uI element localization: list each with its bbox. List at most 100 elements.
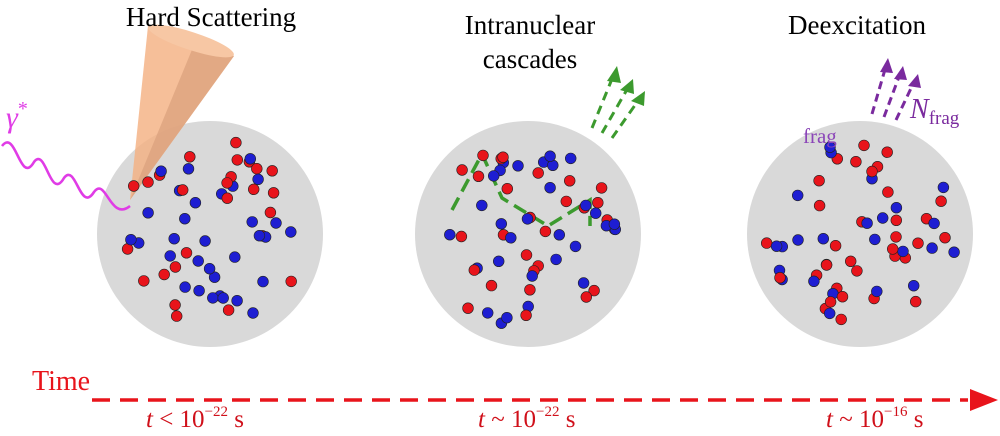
- proton-dot: [497, 151, 509, 163]
- neutron-dot: [553, 229, 565, 241]
- fragment-word-label: frag: [803, 124, 837, 148]
- neutron-dot: [229, 251, 241, 263]
- proton-dot: [264, 206, 277, 219]
- time-tick-2: t ~ 10−22 s: [478, 404, 576, 433]
- neutron-dot: [907, 280, 920, 292]
- nucleon-particles: [121, 136, 960, 329]
- proton-dot: [824, 296, 837, 308]
- nucleus-1: [97, 121, 323, 347]
- proton-dot: [468, 264, 480, 276]
- neutron-dot: [791, 189, 804, 202]
- neutron-dot: [444, 229, 456, 241]
- proton-dot: [563, 175, 576, 187]
- neutron-dot: [482, 307, 494, 319]
- neutron-dot: [189, 197, 202, 209]
- neutron-dot: [544, 182, 556, 194]
- neutron-dot: [231, 295, 243, 307]
- proton-dot: [231, 154, 244, 166]
- neutron-dot: [155, 165, 167, 177]
- neutron-dot: [937, 181, 950, 194]
- time-tick-3: t ~ 10−16 s: [826, 404, 924, 433]
- proton-dot: [251, 163, 263, 175]
- proton-dot: [560, 195, 572, 208]
- proton-dot: [142, 176, 154, 188]
- neutron-dot: [876, 212, 889, 224]
- neutron-dot: [501, 312, 513, 324]
- proton-dot: [285, 275, 297, 288]
- neutron-dot: [270, 217, 282, 229]
- photon-label: γ*: [6, 98, 28, 134]
- proton-dot: [829, 240, 842, 252]
- neutron-dot: [244, 153, 257, 165]
- time-axis-arrowhead: [970, 389, 998, 411]
- proton-dot: [267, 187, 280, 199]
- neutron-dot: [526, 270, 538, 282]
- fragment-label: Nfrag: [910, 94, 960, 129]
- neutron-dot: [257, 275, 269, 288]
- neutron-dot: [495, 218, 507, 230]
- neutron-dot: [217, 292, 229, 304]
- proton-dot: [520, 249, 533, 261]
- neutron-dot: [203, 263, 216, 275]
- neutron-dot: [928, 217, 940, 230]
- proton-dot: [850, 156, 862, 168]
- proton-dot: [180, 247, 193, 259]
- proton-dot: [881, 146, 893, 158]
- neutron-dot: [608, 218, 621, 230]
- neutron-dot: [544, 150, 556, 162]
- time-tick-1: t < 10−22 s: [146, 404, 245, 433]
- proton-dot: [221, 192, 234, 204]
- proton-dot: [844, 255, 857, 267]
- proton-dot: [456, 164, 468, 176]
- neutron-dot: [182, 163, 195, 175]
- proton-dot: [539, 225, 552, 238]
- proton-dot: [221, 177, 233, 189]
- neutron-dot: [246, 216, 258, 228]
- neutron-dot: [247, 307, 259, 319]
- neutron-dot: [824, 141, 836, 153]
- neutron-dot: [871, 285, 883, 298]
- proton-dot: [462, 302, 474, 314]
- neutron-dot: [569, 240, 582, 253]
- proton-dot: [169, 261, 182, 273]
- proton-dot: [128, 180, 140, 192]
- nucleus-2: [415, 121, 641, 347]
- neutron-dot: [199, 235, 211, 247]
- neutron-dot: [808, 275, 820, 287]
- proton-dot: [890, 231, 902, 243]
- proton-dot: [158, 268, 170, 281]
- proton-dot: [912, 237, 924, 249]
- stage-title-deexcitation: Deexcitation: [788, 10, 926, 40]
- neutron-dot: [564, 152, 577, 165]
- time-axis-title: Time: [32, 366, 91, 397]
- proton-dot: [760, 237, 773, 249]
- proton-dot: [935, 195, 947, 207]
- proton-dot: [851, 265, 863, 277]
- proton-dot: [939, 232, 951, 244]
- neutron-dot: [926, 242, 938, 254]
- proton-dot: [813, 199, 826, 212]
- proton-dot: [813, 175, 825, 187]
- proton-dot: [177, 184, 189, 196]
- neutron-dot: [890, 202, 903, 214]
- neutron-dot: [505, 232, 517, 244]
- proton-dot: [580, 291, 592, 303]
- proton-dot: [588, 284, 600, 297]
- neutron-dot: [125, 234, 137, 246]
- neutron-dot: [869, 233, 881, 246]
- proton-dot: [835, 313, 847, 326]
- neutron-dot: [521, 213, 534, 225]
- neutron-dot: [823, 307, 836, 320]
- neutron-dot: [488, 170, 500, 182]
- proton-dot: [774, 272, 786, 284]
- neutron-dot: [253, 230, 266, 242]
- neutron-dot: [179, 281, 191, 293]
- proton-dot: [501, 183, 513, 195]
- neutron-dot: [208, 271, 221, 283]
- neutron-dot: [948, 246, 960, 258]
- cascade-arrows: [590, 73, 642, 139]
- proton-dot: [592, 197, 604, 209]
- stage-title-intranuclear: Intranuclear: [464, 10, 596, 40]
- proton-dot: [222, 304, 235, 316]
